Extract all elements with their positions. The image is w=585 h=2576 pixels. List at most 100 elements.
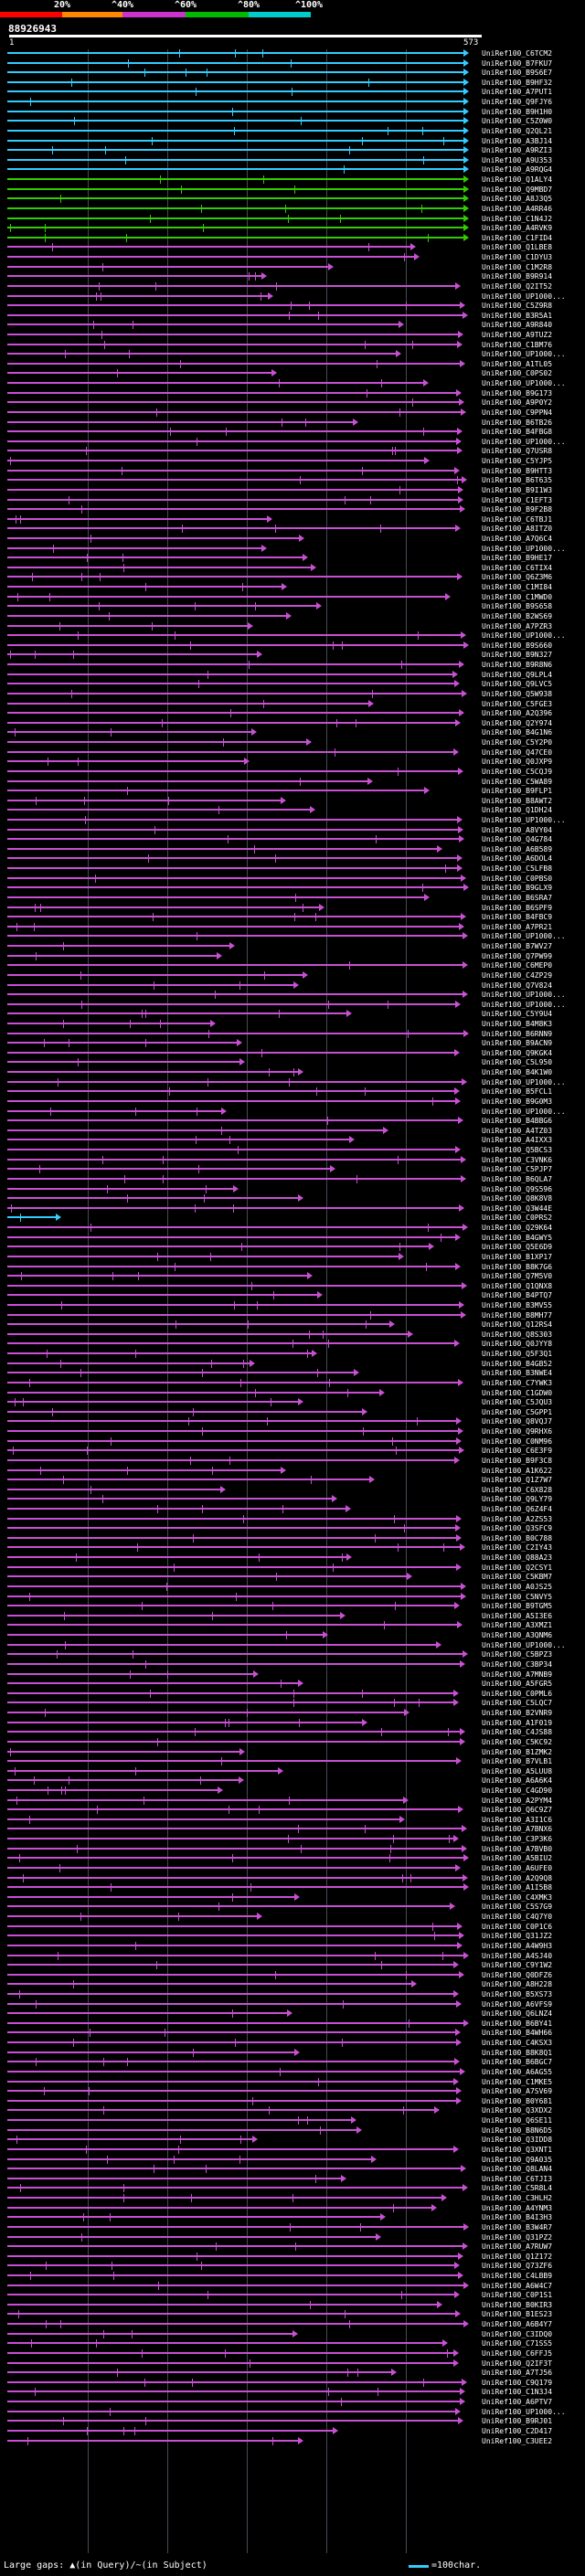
hit-label[interactable]: UniRef100_C6TIX4: [482, 563, 553, 572]
hit-row[interactable]: UniRef100_A7Q6C4: [0, 535, 585, 544]
hit-row[interactable]: UniRef100_Q9MBD7: [0, 185, 585, 195]
hit-label[interactable]: UniRef100_B4FBC9: [482, 913, 553, 922]
hit-label[interactable]: UniRef100_UP1000...: [482, 2407, 566, 2416]
hit-label[interactable]: UniRef100_C0P1S1: [482, 2291, 553, 2300]
hit-row[interactable]: UniRef100_Q73ZF6: [0, 2262, 585, 2271]
hit-row[interactable]: UniRef100_B9HF32: [0, 78, 585, 88]
hit-row[interactable]: UniRef100_Q12RS4: [0, 1320, 585, 1330]
hit-label[interactable]: UniRef100_B6RNN9: [482, 1029, 553, 1038]
hit-label[interactable]: UniRef100_C5FGE3: [482, 699, 553, 708]
hit-label[interactable]: UniRef100_A2Q9Q8: [482, 1873, 553, 1882]
hit-row[interactable]: UniRef100_B4BBG6: [0, 1117, 585, 1126]
hit-label[interactable]: UniRef100_A6DOL4: [482, 854, 553, 864]
hit-label[interactable]: UniRef100_C5YJP5: [482, 457, 553, 466]
hit-row[interactable]: UniRef100_C3UEE2: [0, 2436, 585, 2446]
hit-row[interactable]: UniRef100_Q5E6D9: [0, 1243, 585, 1252]
hit-label[interactable]: UniRef100_B4GB52: [482, 1359, 553, 1368]
hit-row[interactable]: UniRef100_C9PPN4: [0, 408, 585, 418]
hit-row[interactable]: UniRef100_UP1000...: [0, 350, 585, 359]
hit-row[interactable]: UniRef100_Q9LY79: [0, 1495, 585, 1504]
hit-label[interactable]: UniRef100_B9TGM5: [482, 1602, 553, 1611]
hit-label[interactable]: UniRef100_C5L950: [482, 1058, 553, 1067]
hit-label[interactable]: UniRef100_C0PML6: [482, 1689, 553, 1698]
hit-label[interactable]: UniRef100_A3I1C6: [482, 1815, 553, 1824]
hit-row[interactable]: UniRef100_A9R840: [0, 321, 585, 330]
hit-row[interactable]: UniRef100_A3QNM6: [0, 1631, 585, 1640]
hit-label[interactable]: UniRef100_A2Q396: [482, 709, 553, 718]
hit-row[interactable]: UniRef100_B6TB26: [0, 418, 585, 428]
hit-label[interactable]: UniRef100_C2IY43: [482, 1543, 553, 1553]
hit-row[interactable]: UniRef100_A9RQG4: [0, 165, 585, 175]
hit-row[interactable]: UniRef100_B4GWY5: [0, 1233, 585, 1243]
hit-row[interactable]: UniRef100_A2Q9Q8: [0, 1873, 585, 1883]
hit-label[interactable]: UniRef100_B9GLX9: [482, 884, 553, 893]
hit-row[interactable]: UniRef100_Q7PW99: [0, 951, 585, 961]
hit-label[interactable]: UniRef100_UP1000...: [482, 292, 566, 301]
hit-row[interactable]: UniRef100_C6FFJ5: [0, 2348, 585, 2359]
hit-label[interactable]: UniRef100_Q8VQJ7: [482, 1417, 553, 1426]
hit-row[interactable]: UniRef100_A7PR21: [0, 922, 585, 932]
hit-row[interactable]: UniRef100_B1ES23: [0, 2310, 585, 2319]
hit-label[interactable]: UniRef100_B8N6D5: [482, 2125, 553, 2135]
hit-row[interactable]: UniRef100_B2VNR9: [0, 1709, 585, 1718]
hit-row[interactable]: UniRef100_A5BIU2: [0, 1854, 585, 1863]
hit-label[interactable]: UniRef100_B9S660: [482, 641, 553, 650]
hit-label[interactable]: UniRef100_B9F3C8: [482, 1456, 553, 1465]
hit-row[interactable]: UniRef100_C1EFT3: [0, 495, 585, 505]
hit-label[interactable]: UniRef100_Q2IF3T: [482, 2359, 553, 2368]
hit-label[interactable]: UniRef100_A7BNX6: [482, 1825, 553, 1834]
hit-row[interactable]: UniRef100_B3MV55: [0, 1300, 585, 1310]
hit-row[interactable]: UniRef100_C4KSX3: [0, 2039, 585, 2048]
hit-label[interactable]: UniRef100_C3UEE2: [482, 2436, 553, 2445]
hit-row[interactable]: UniRef100_C1MI84: [0, 583, 585, 592]
hit-row[interactable]: UniRef100_A4W9H3: [0, 1941, 585, 1951]
hit-row[interactable]: UniRef100_A7TJ56: [0, 2369, 585, 2378]
hit-row[interactable]: UniRef100_A8J3Q5: [0, 195, 585, 204]
hit-row[interactable]: UniRef100_Q1QNX8: [0, 1281, 585, 1291]
hit-label[interactable]: UniRef100_C6TCM2: [482, 49, 553, 58]
hit-label[interactable]: UniRef100_Q8LAN4: [482, 2165, 553, 2174]
hit-row[interactable]: UniRef100_C6TCM2: [0, 49, 585, 58]
hit-row[interactable]: UniRef100_B9I1W3: [0, 485, 585, 495]
hit-row[interactable]: UniRef100_Q3XNT1: [0, 2145, 585, 2155]
hit-label[interactable]: UniRef100_A7PZR3: [482, 621, 553, 631]
hit-row[interactable]: UniRef100_A2PYM4: [0, 1796, 585, 1806]
hit-row[interactable]: UniRef100_C4GD90: [0, 1786, 585, 1796]
hit-row[interactable]: UniRef100_C4LBB9: [0, 2271, 585, 2281]
hit-row[interactable]: UniRef100_Q6SE11: [0, 2116, 585, 2125]
hit-row[interactable]: UniRef100_C7YWK3: [0, 1378, 585, 1388]
hit-row[interactable]: UniRef100_C5LFB8: [0, 864, 585, 874]
hit-label[interactable]: UniRef100_B4FBG8: [482, 428, 553, 437]
hit-row[interactable]: UniRef100_C6E3F9: [0, 1447, 585, 1456]
hit-label[interactable]: UniRef100_B2VNR9: [482, 1709, 553, 1718]
hit-label[interactable]: UniRef100_B1ZMK2: [482, 1747, 553, 1756]
hit-label[interactable]: UniRef100_Q12RS4: [482, 1320, 553, 1330]
hit-label[interactable]: UniRef100_B9I1W3: [482, 485, 553, 494]
hit-row[interactable]: UniRef100_B2WS69: [0, 611, 585, 621]
hit-row[interactable]: UniRef100_Q2Y974: [0, 718, 585, 728]
hit-label[interactable]: UniRef100_A4W9H3: [482, 1941, 553, 1950]
hit-label[interactable]: UniRef100_B4BBG6: [482, 1117, 553, 1126]
hit-label[interactable]: UniRef100_C5GPP1: [482, 1407, 553, 1416]
hit-row[interactable]: UniRef100_C5FGE3: [0, 699, 585, 709]
hit-label[interactable]: UniRef100_A3XMZ1: [482, 1621, 553, 1630]
hit-row[interactable]: UniRef100_UP1000...: [0, 815, 585, 825]
hit-label[interactable]: UniRef100_A7BVB0: [482, 1844, 553, 1853]
hit-label[interactable]: UniRef100_B8K7G6: [482, 1262, 553, 1271]
hit-label[interactable]: UniRef100_B7VLB1: [482, 1757, 553, 1766]
hit-row[interactable]: UniRef100_A6VFS9: [0, 1999, 585, 2009]
hit-label[interactable]: UniRef100_A3QNM6: [482, 1631, 553, 1640]
hit-label[interactable]: UniRef100_Q0JXP9: [482, 758, 553, 767]
hit-row[interactable]: UniRef100_Q9S596: [0, 1184, 585, 1194]
hit-label[interactable]: UniRef100_C7YWK3: [482, 1378, 553, 1387]
hit-row[interactable]: UniRef100_C6TIX4: [0, 563, 585, 573]
hit-label[interactable]: UniRef100_C5PJP7: [482, 1165, 553, 1174]
hit-label[interactable]: UniRef100_Q2Y974: [482, 718, 553, 727]
hit-label[interactable]: UniRef100_Q7USR8: [482, 447, 553, 456]
hit-label[interactable]: UniRef100_A4SJ40: [482, 1951, 553, 1960]
hit-row[interactable]: UniRef100_B6RNN9: [0, 1029, 585, 1039]
hit-row[interactable]: UniRef100_Q9RHX6: [0, 1427, 585, 1436]
hit-row[interactable]: UniRef100_C6X828: [0, 1485, 585, 1495]
hit-row[interactable]: UniRef100_A5I3E6: [0, 1611, 585, 1621]
hit-row[interactable]: UniRef100_Q6Z4F4: [0, 1505, 585, 1514]
